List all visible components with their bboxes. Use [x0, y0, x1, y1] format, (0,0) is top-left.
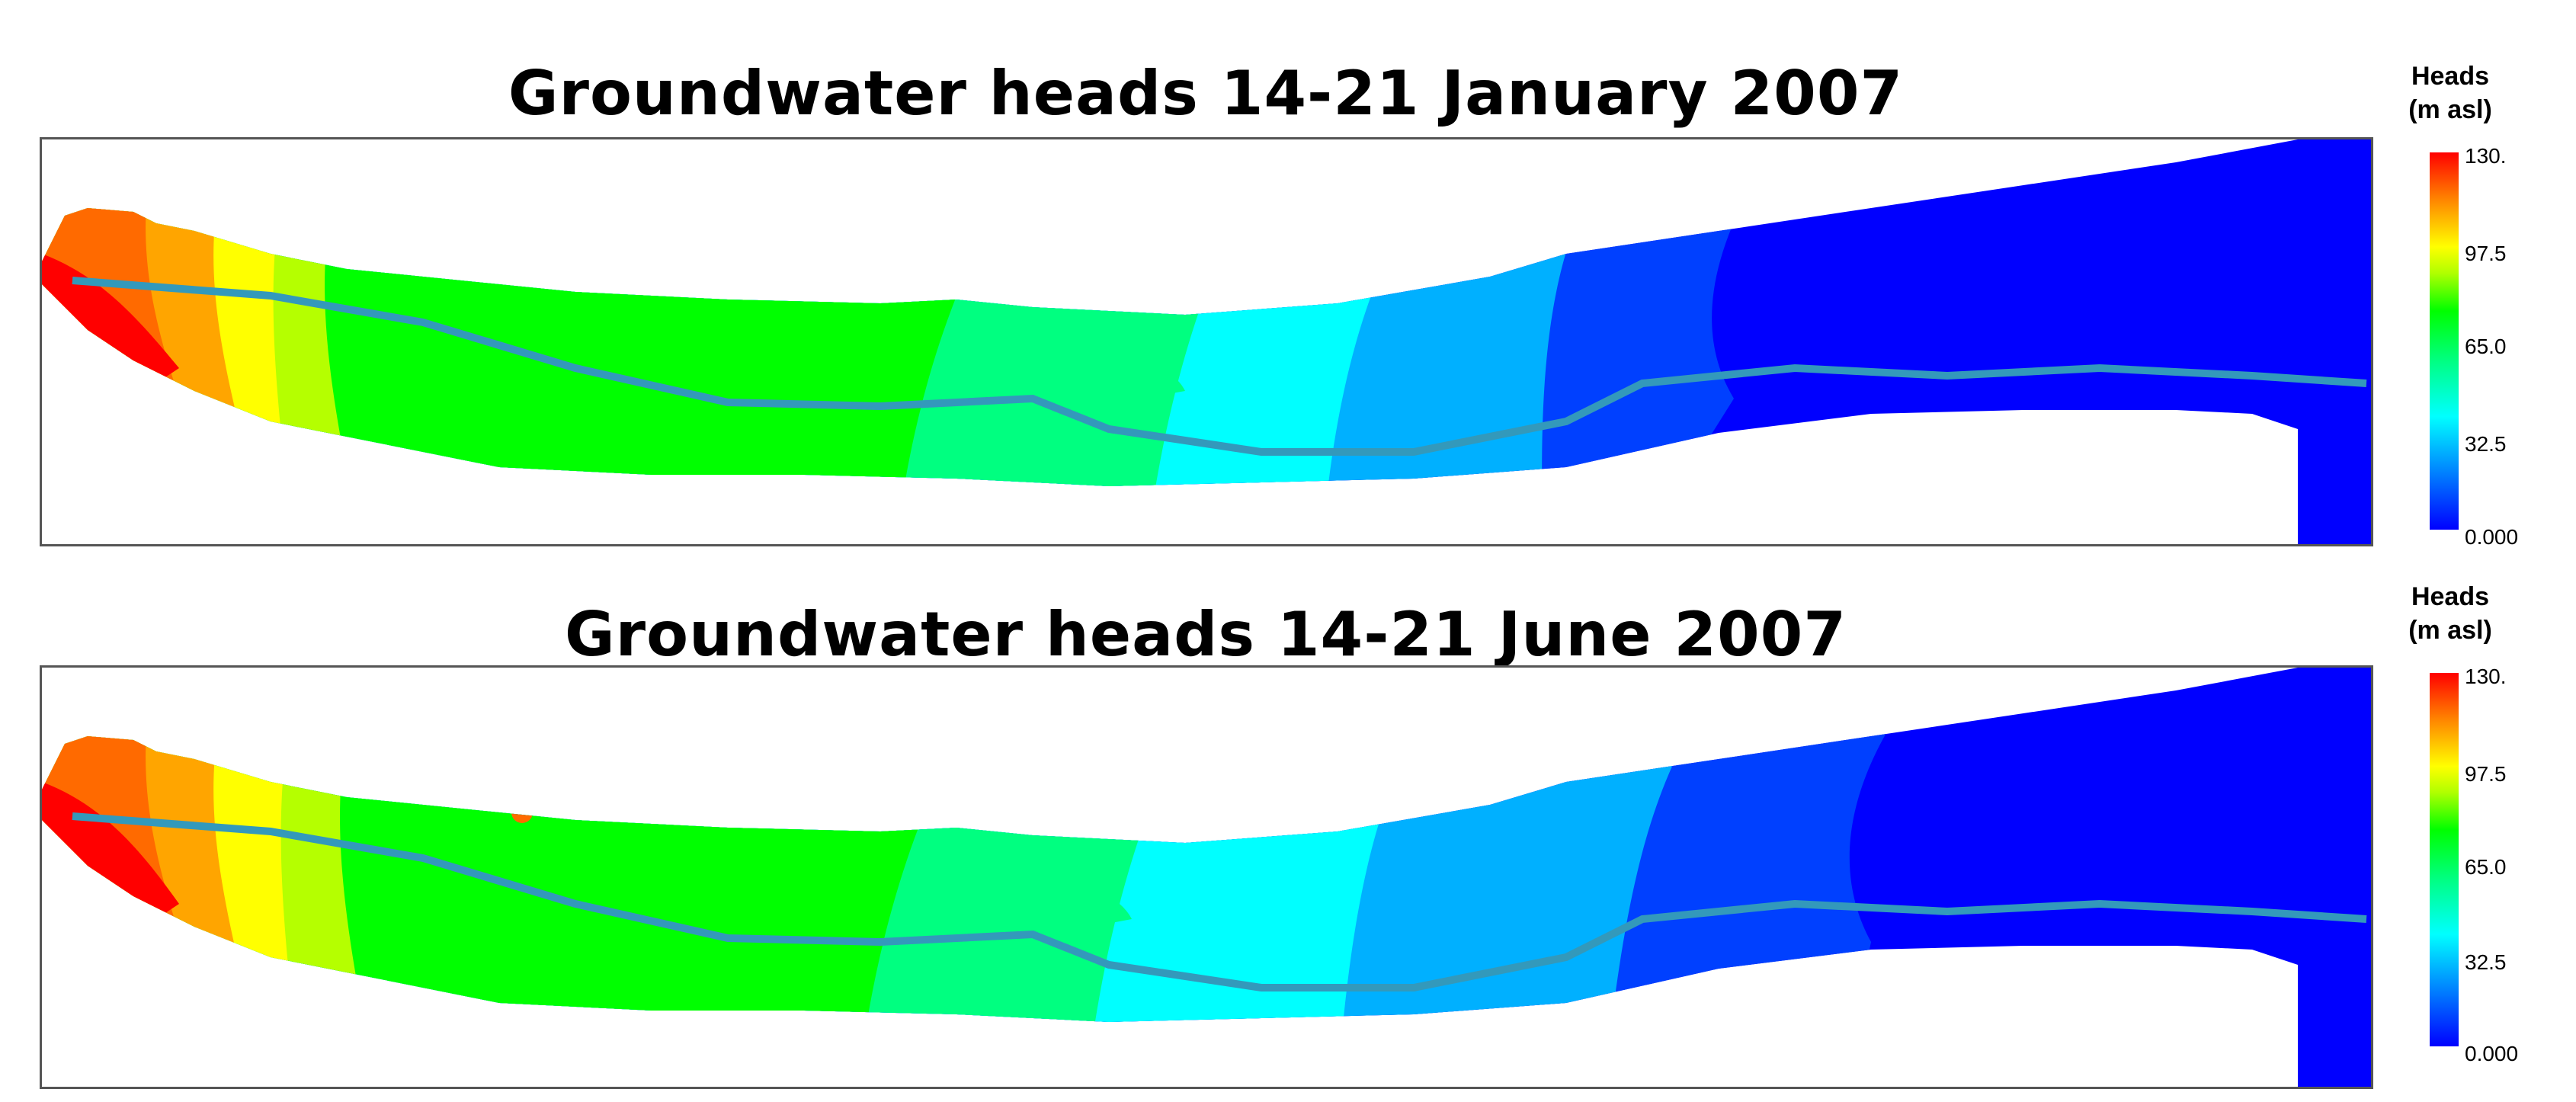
- legend-tick-97-5: 97.5: [2465, 242, 2507, 265]
- river-line: [72, 277, 2367, 456]
- river-line: [72, 812, 2367, 991]
- band-55-patch: [987, 882, 1132, 942]
- heads-map: [40, 137, 2373, 546]
- legend-title: Heads (m asl): [2393, 580, 2507, 647]
- map-panel-june: Groundwater heads 14-21 June 2007: [0, 551, 2576, 1102]
- legend-tick-65: 65.0: [2465, 855, 2507, 879]
- heads-map: [40, 665, 2373, 1089]
- legend-tick-32-5: 32.5: [2465, 432, 2507, 456]
- legend-tick-32-5: 32.5: [2465, 950, 2507, 974]
- map-title: Groundwater heads 14-21 January 2007: [508, 58, 1904, 129]
- legend-title-line1: Heads: [2411, 582, 2490, 611]
- heads-contour-map: [42, 139, 2371, 544]
- legend-tick-130: 130.: [2465, 144, 2507, 168]
- legend-tick-65: 65.0: [2465, 335, 2507, 358]
- legend-tick-0: 0.000: [2465, 525, 2519, 549]
- map-panel-january: Groundwater heads 14-21 January 2007: [40, 58, 2519, 549]
- legend-colorbar: [2430, 152, 2459, 530]
- legend-title-line2: (m asl): [2408, 616, 2492, 645]
- legend-tick-0: 0.000: [2465, 1042, 2519, 1065]
- legend-title: Heads (m asl): [2393, 59, 2507, 127]
- map-title: Groundwater heads 14-21 June 2007: [564, 599, 1847, 670]
- legend-colorbar: [2430, 673, 2459, 1046]
- heads-contour-map: [42, 668, 2371, 1087]
- band-55-patch: [1033, 354, 1185, 414]
- legend-title-line1: Heads: [2411, 62, 2490, 91]
- legend-tick-97-5: 97.5: [2465, 762, 2507, 786]
- local-high-patch: [511, 802, 533, 823]
- legend-title-line2: (m asl): [2408, 95, 2492, 124]
- legend-tick-130: 130.: [2465, 665, 2507, 688]
